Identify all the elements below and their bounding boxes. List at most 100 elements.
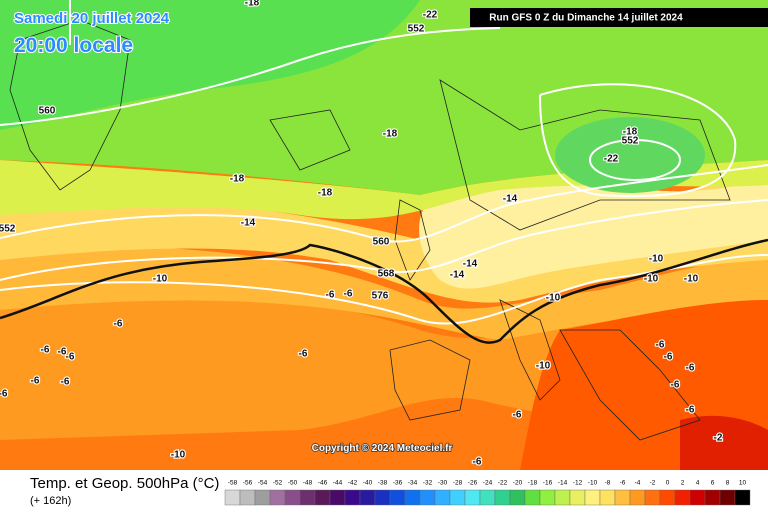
copyright: Copyright © 2024 Meteociel.fr xyxy=(312,443,453,454)
map-label: 568 xyxy=(378,269,395,280)
scale-label: -16 xyxy=(543,480,553,487)
scale-label: -2 xyxy=(650,480,656,487)
temp-band xyxy=(419,180,768,289)
scale-swatch xyxy=(644,489,661,506)
scale-label: -12 xyxy=(573,480,583,487)
color-scale: -58 -56 -54 -52 -50 -48 -46 -44 -42 -40 -38 -36 -34-… xyxy=(224,480,751,506)
map-label: -22 xyxy=(423,10,438,21)
run-box xyxy=(470,8,768,27)
map-label: -6 xyxy=(686,363,695,374)
scale-swatch xyxy=(734,489,751,506)
scale-label: -26 xyxy=(468,480,478,487)
map-label: -6 xyxy=(31,376,40,387)
map-label: -18 xyxy=(245,0,260,9)
scale-label: -30 xyxy=(438,480,448,487)
map-label: -14 xyxy=(450,270,465,281)
scale-label: 6 xyxy=(711,480,715,487)
scale-swatch xyxy=(719,489,736,506)
scale-label: -4 xyxy=(635,480,641,487)
valid-time: 20:00 locale xyxy=(14,34,133,57)
temp-band xyxy=(0,246,768,340)
map-label: -6 xyxy=(686,405,695,416)
isohypse xyxy=(589,139,681,181)
scale-swatch xyxy=(419,489,436,506)
map-label: -18 xyxy=(623,127,638,138)
scale-swatch xyxy=(404,489,421,506)
scale-label: -46 xyxy=(318,480,328,487)
scale-label: -6 xyxy=(620,480,626,487)
scale-swatch xyxy=(554,489,571,506)
scale-swatch xyxy=(479,489,496,506)
scale-swatch xyxy=(689,489,706,506)
scale-swatch xyxy=(524,489,541,506)
scale-label: -32 xyxy=(423,480,433,487)
scale-label: 8 xyxy=(726,480,730,487)
scale-label: -8 xyxy=(605,480,611,487)
map-label: -6 xyxy=(473,457,482,468)
scale-swatch xyxy=(224,489,241,506)
map-label: -6 xyxy=(344,289,353,300)
scale-swatch xyxy=(539,489,556,506)
scale-label: -58 xyxy=(228,480,238,487)
scale-label: 4 xyxy=(696,480,700,487)
scale-label: -52 xyxy=(273,480,283,487)
scale-swatch xyxy=(269,489,286,506)
scale-swatch xyxy=(239,489,256,506)
map-label: -6 xyxy=(0,389,8,400)
map-label: 560 xyxy=(373,237,390,248)
scale-swatch xyxy=(434,489,451,506)
map-label: -10 xyxy=(644,274,659,285)
map-label: -6 xyxy=(58,347,67,358)
map-label: -6 xyxy=(326,290,335,301)
scale-swatch xyxy=(254,489,271,506)
scale-swatch xyxy=(374,489,391,506)
scale-swatch xyxy=(284,489,301,506)
scale-label: 10 xyxy=(739,480,747,487)
map-label: -6 xyxy=(664,352,673,363)
isohypse xyxy=(0,199,768,281)
map-label: -14 xyxy=(463,259,478,270)
scale-swatch xyxy=(614,489,631,506)
scale-label: -40 xyxy=(363,480,373,487)
scale-swatch xyxy=(704,489,721,506)
scale-swatch xyxy=(314,489,331,506)
scale-swatch xyxy=(569,489,586,506)
map-label: -6 xyxy=(61,377,70,388)
scale-swatch xyxy=(464,489,481,506)
map-label: -18 xyxy=(383,129,398,140)
temp-band xyxy=(680,415,768,470)
run-info: Run GFS 0 Z du Dimanche 14 juillet 2024 xyxy=(489,13,683,24)
scale-swatch xyxy=(629,489,646,506)
scale-swatch xyxy=(344,489,361,506)
isohypse xyxy=(0,164,768,243)
map-label: -6 xyxy=(656,340,665,351)
map-label: -18 xyxy=(230,174,245,185)
map-label: -14 xyxy=(503,194,518,205)
isohypse xyxy=(0,254,768,325)
map-label: -6 xyxy=(41,345,50,356)
map-label: -10 xyxy=(536,361,551,372)
scale-swatch xyxy=(674,489,691,506)
scale-label: -54 xyxy=(258,480,268,487)
scale-label: 2 xyxy=(681,480,685,487)
scale-label: -36 xyxy=(393,480,403,487)
scale-label: -50 xyxy=(288,480,298,487)
map-label: -6 xyxy=(299,349,308,360)
scale-swatch xyxy=(359,489,376,506)
scale-swatch xyxy=(659,489,676,506)
scale-swatch xyxy=(509,489,526,506)
coastline xyxy=(9,19,731,441)
map-label: -22 xyxy=(604,154,619,165)
map-label: -14 xyxy=(241,218,256,229)
map-label: -6 xyxy=(114,319,123,330)
scale-swatch xyxy=(449,489,466,506)
scale-label: -42 xyxy=(348,480,358,487)
scale-swatch xyxy=(584,489,601,506)
map-label: 552 xyxy=(0,224,16,235)
map-label: -10 xyxy=(546,293,561,304)
map-label: -6 xyxy=(66,352,75,363)
scale-label: 0 xyxy=(666,480,670,487)
scale-swatch xyxy=(599,489,616,506)
scale-label: -14 xyxy=(558,480,568,487)
